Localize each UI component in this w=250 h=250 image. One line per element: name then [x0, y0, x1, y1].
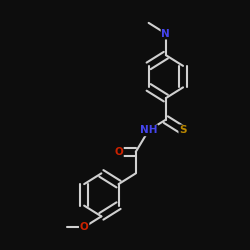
Text: O: O [114, 147, 123, 157]
Text: NH: NH [140, 125, 158, 135]
Text: O: O [80, 222, 88, 232]
Text: S: S [179, 125, 187, 135]
Text: N: N [162, 29, 170, 39]
